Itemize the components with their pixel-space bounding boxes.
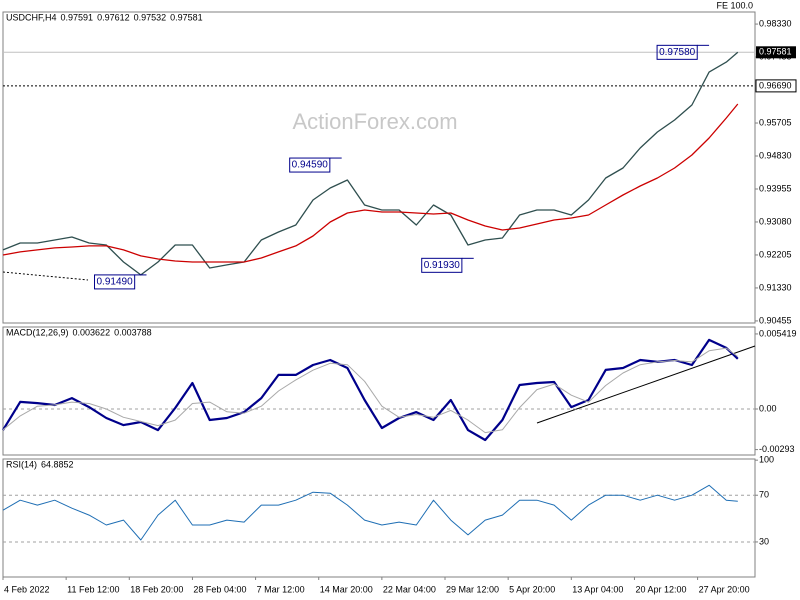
panel-title: USDCHF,H4: [6, 12, 57, 22]
price-annotation: 0.91930: [424, 260, 461, 271]
y-tick-label: 0.95705: [759, 117, 792, 127]
level-box: [755, 79, 797, 93]
ohlc-value: 0.97581: [170, 12, 203, 22]
ohlc-value: 0.97591: [61, 12, 94, 22]
price-annotation: 0.91490: [97, 277, 134, 288]
series-line: [2, 103, 739, 263]
panel-title: RSI(14): [6, 459, 37, 469]
current-price-box: [756, 46, 796, 59]
x-tick-label: 14 Mar 20:00: [320, 584, 373, 594]
macd-trendline: [536, 345, 756, 424]
price-annotation: 0.97580: [659, 47, 696, 58]
series-line: [2, 347, 739, 434]
x-tick-label: 20 Apr 12:00: [635, 584, 686, 594]
annotation-box: [421, 257, 463, 273]
x-tick-label: 11 Feb 12:00: [67, 584, 119, 594]
y-tick-label: -0.00293: [759, 444, 795, 454]
annotation-box: [656, 44, 698, 60]
indicator-reading: 0.003622: [73, 327, 111, 337]
price-panel: [2, 11, 756, 324]
x-tick-label: 28 Feb 04:00: [193, 584, 246, 594]
y-tick-label: 0.92205: [759, 249, 792, 259]
ohlc-value: 0.97532: [134, 12, 167, 22]
annotation-box: [94, 274, 136, 290]
series-line: [2, 338, 739, 442]
y-tick-label: 0.90455: [759, 315, 792, 325]
series-line: [2, 51, 739, 276]
x-tick-label: 5 Apr 20:00: [509, 584, 555, 594]
y-tick-label: 30: [759, 536, 769, 546]
y-tick-label: 0.005419: [759, 328, 797, 338]
current-price-label: 0.97581: [759, 47, 792, 57]
series-line: [2, 484, 738, 541]
chart-mode: FE 100.0: [716, 0, 753, 10]
price-annotation: 0.94590: [292, 160, 329, 171]
x-tick-label: 7 Mar 12:00: [257, 584, 305, 594]
y-tick-label: 0.98330: [759, 18, 792, 28]
y-tick-label: 0.93080: [759, 216, 792, 226]
x-tick-label: 29 Mar 12:00: [446, 584, 499, 594]
x-tick-label: 13 Apr 04:00: [572, 584, 623, 594]
panel-title: MACD(12,26,9): [6, 327, 69, 337]
x-tick-label: 4 Feb 2022: [4, 584, 50, 594]
x-tick-label: 22 Mar 04:00: [383, 584, 436, 594]
x-tick-label: 18 Feb 20:00: [130, 584, 183, 594]
y-tick-label: 0.00: [759, 403, 777, 413]
rsi-panel: [2, 458, 756, 578]
level-label: 0.96690: [759, 80, 792, 90]
ohlc-value: 0.97612: [97, 12, 130, 22]
indicator-reading: 0.003788: [114, 327, 152, 337]
watermark: ActionForex.com: [292, 109, 457, 134]
x-tick-label: 27 Apr 20:00: [699, 584, 750, 594]
y-tick-label: 0.91330: [759, 282, 792, 292]
y-tick-label: 100: [759, 455, 774, 465]
indicator-reading: 64.8852: [41, 459, 74, 469]
macd-panel: [2, 326, 756, 456]
y-tick-label: 0.93955: [759, 183, 792, 193]
annotation-box: [289, 157, 331, 173]
y-tick-label: 70: [759, 490, 769, 500]
y-tick-label: 0.94830: [759, 150, 792, 160]
